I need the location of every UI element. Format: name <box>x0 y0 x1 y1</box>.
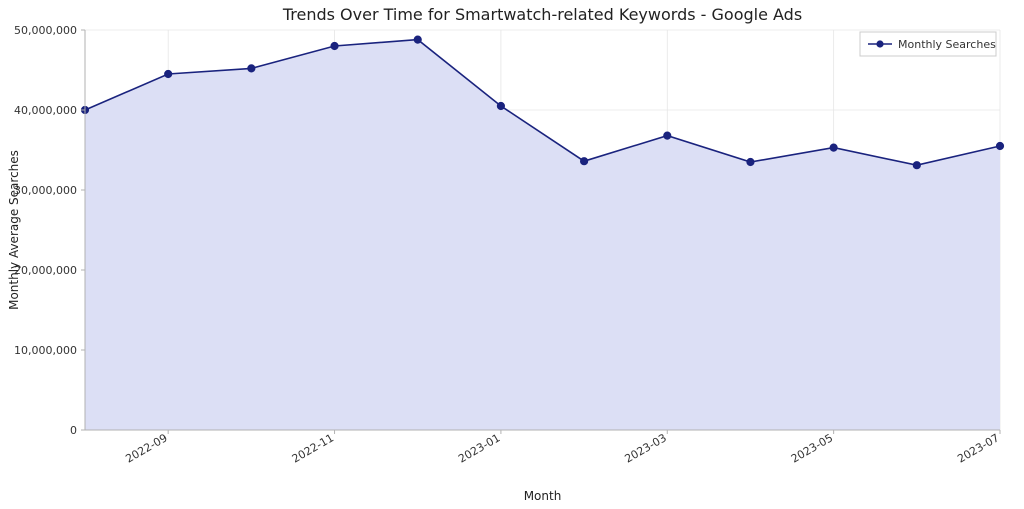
data-point <box>664 132 671 139</box>
area-fill <box>85 40 1000 430</box>
data-point <box>165 70 172 77</box>
data-point <box>830 144 837 151</box>
chart-container: 0 10,000,000 20,000,000 30,000,000 40,000,00… <box>0 0 1024 509</box>
y-tick-label: 50,000,000 <box>14 24 77 37</box>
data-point <box>747 158 754 165</box>
y-ticks: 0 10,000,000 20,000,000 30,000,000 40,000,00… <box>14 24 85 437</box>
x-tick-label: 2023-03 <box>622 431 668 465</box>
data-point <box>497 102 504 109</box>
y-tick-label: 10,000,000 <box>14 344 77 357</box>
x-tick-label: 2022-11 <box>290 431 336 465</box>
legend-label: Monthly Searches <box>898 38 996 51</box>
area-line-chart: 0 10,000,000 20,000,000 30,000,000 40,000,00… <box>0 0 1024 509</box>
x-tick-label: 2022-09 <box>123 431 169 465</box>
data-point <box>331 42 338 49</box>
x-axis-label: Month <box>524 489 562 503</box>
x-tick-label: 2023-07 <box>955 431 1001 465</box>
data-point <box>996 142 1003 149</box>
y-axis-label: Monthly Average Searches <box>7 150 21 310</box>
data-point <box>913 162 920 169</box>
x-ticks: 2022-09 2022-11 2023-01 2023-03 2023-05 2023-… <box>123 430 1001 466</box>
data-point <box>248 65 255 72</box>
x-tick-label: 2023-01 <box>456 431 502 465</box>
y-tick-label: 30,000,000 <box>14 184 77 197</box>
x-tick-label: 2023-05 <box>789 431 835 465</box>
data-point <box>414 36 421 43</box>
y-tick-label: 20,000,000 <box>14 264 77 277</box>
y-tick-label: 40,000,000 <box>14 104 77 117</box>
data-point <box>580 158 587 165</box>
chart-title: Trends Over Time for Smartwatch-related … <box>282 5 802 24</box>
y-tick-label: 0 <box>70 424 77 437</box>
legend: Monthly Searches <box>860 32 996 56</box>
